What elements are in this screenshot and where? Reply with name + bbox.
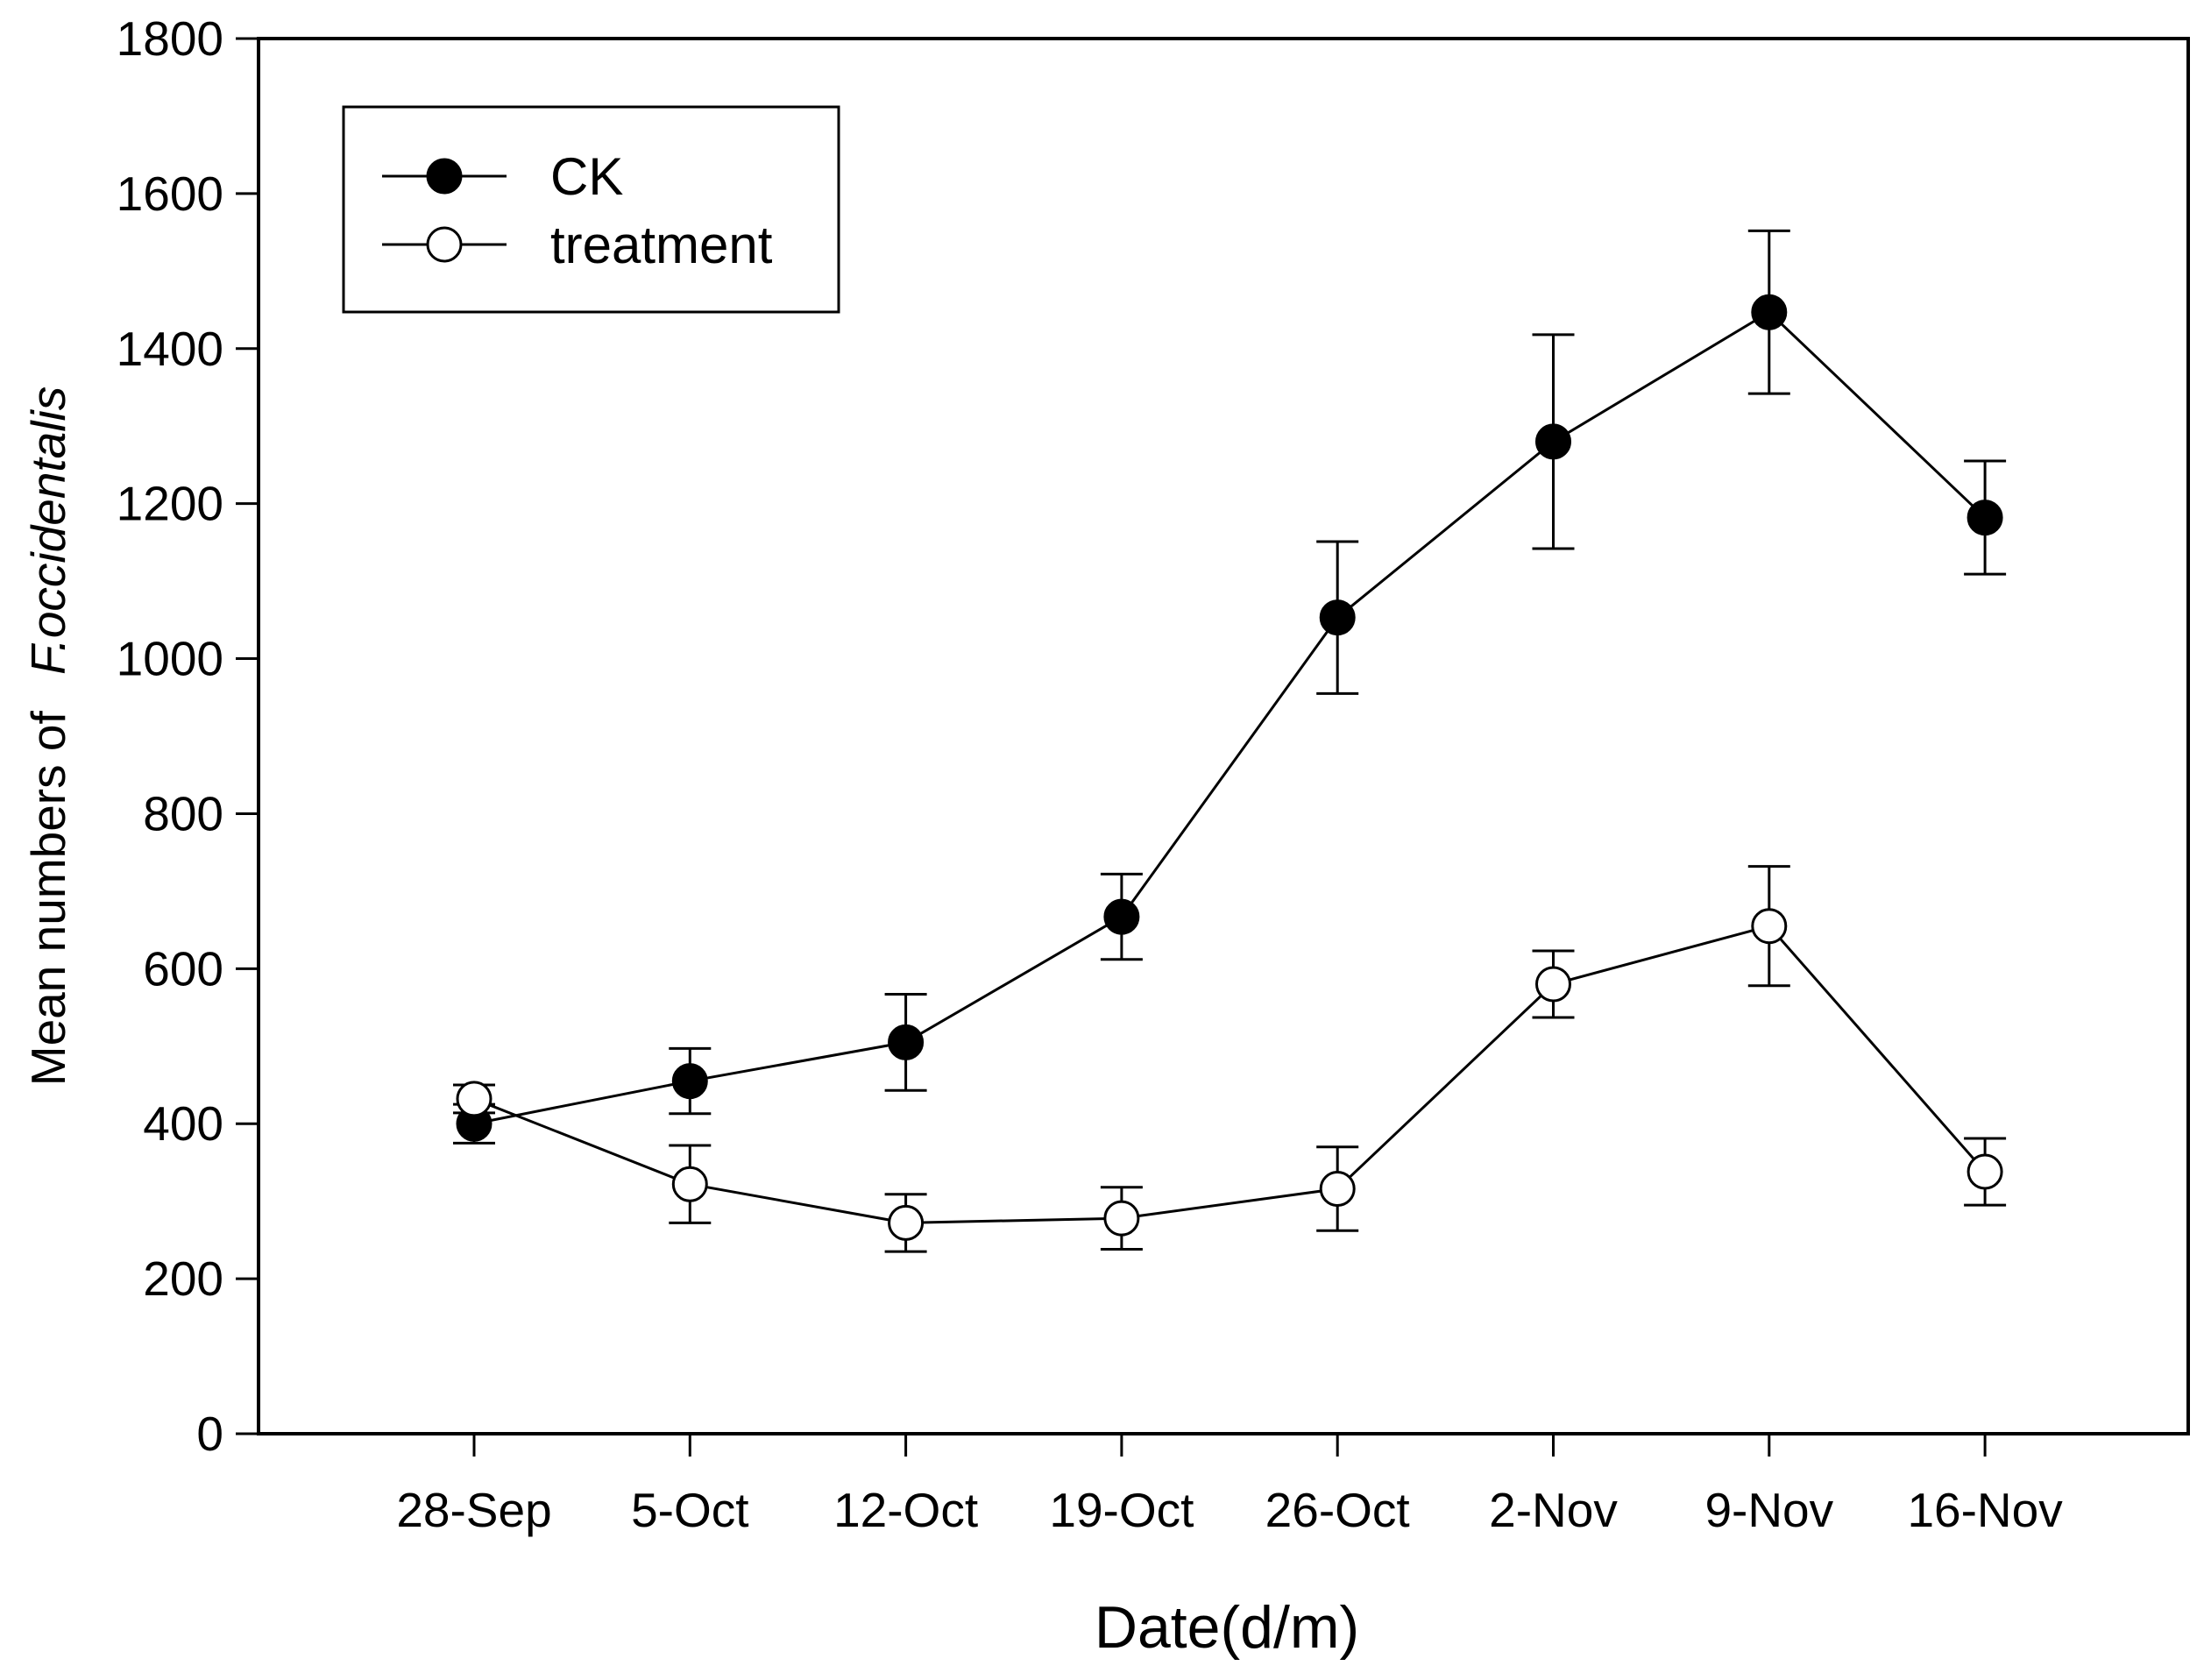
x-tick-label-9-Nov: 9-Nov <box>1704 1483 1833 1537</box>
x-tick-label-5-Oct: 5-Oct <box>631 1483 748 1537</box>
data-point-treatment-19-Oct <box>1103 1200 1140 1237</box>
legend-box <box>342 105 840 314</box>
data-point-CK-9-Nov <box>1751 294 1788 330</box>
x-tick-label-19-Oct: 19-Oct <box>1049 1483 1194 1537</box>
y-tick-label-1400: 1400 <box>117 322 223 376</box>
y-axis-title-species: F.occidentalis <box>21 386 75 675</box>
data-point-CK-2-Nov <box>1535 423 1571 460</box>
data-point-CK-12-Oct <box>888 1024 925 1060</box>
x-axis-title: Date(d/m) <box>1095 1594 1359 1661</box>
data-point-treatment-16-Nov <box>1967 1153 2003 1190</box>
y-tick-label-1600: 1600 <box>117 167 223 221</box>
legend-label-treatment: treatment <box>550 216 773 274</box>
data-point-treatment-2-Nov <box>1535 966 1571 1003</box>
legend-marker-ck <box>426 158 463 195</box>
x-tick-label-28-Sep: 28-Sep <box>396 1483 551 1537</box>
data-point-treatment-26-Oct <box>1319 1171 1356 1208</box>
y-tick-label-600: 600 <box>143 941 223 996</box>
y-tick-label-1200: 1200 <box>117 477 223 531</box>
y-axis: 0 200 400 600 800 1000 1200 1400 1600 1800 <box>117 11 259 1461</box>
legend-marker-treatment <box>426 226 463 263</box>
legend-label-ck: CK <box>550 147 623 206</box>
y-axis-title-prefix: Mean numbers of <box>21 711 75 1087</box>
series-layer <box>453 229 2007 1253</box>
y-tick-label-1800: 1800 <box>117 11 223 66</box>
y-tick-label-800: 800 <box>143 786 223 840</box>
data-point-treatment-5-Oct <box>671 1166 708 1202</box>
x-tick-label-26-Oct: 26-Oct <box>1265 1483 1410 1537</box>
data-point-CK-16-Nov <box>1967 500 2003 536</box>
data-point-treatment-9-Nov <box>1751 908 1788 945</box>
data-point-CK-26-Oct <box>1319 599 1356 636</box>
data-point-treatment-28-Sep <box>456 1081 493 1117</box>
series-line-treatment <box>473 924 1987 1224</box>
data-point-treatment-12-Oct <box>888 1204 925 1241</box>
y-axis-title: Mean numbers of F.occidentalis <box>21 386 75 1086</box>
y-tick-label-200: 200 <box>143 1251 223 1306</box>
x-axis: 28-Sep 5-Oct 12-Oct 19-Oct 26-Oct 2-Nov 9-Nov 1… <box>396 1434 2063 1537</box>
data-point-CK-5-Oct <box>671 1063 708 1100</box>
data-point-CK-19-Oct <box>1103 898 1140 935</box>
plot-frame <box>257 37 2190 1435</box>
series-line-CK <box>473 310 1987 1125</box>
x-tick-label-16-Nov: 16-Nov <box>1907 1483 2063 1537</box>
legend: CK treatment <box>342 105 840 314</box>
x-tick-label-12-Oct: 12-Oct <box>833 1483 978 1537</box>
y-tick-label-0: 0 <box>196 1407 223 1461</box>
x-tick-label-2-Nov: 2-Nov <box>1489 1483 1618 1537</box>
series-CK <box>453 229 2007 1145</box>
y-tick-label-400: 400 <box>143 1096 223 1151</box>
y-tick-label-1000: 1000 <box>117 632 223 686</box>
